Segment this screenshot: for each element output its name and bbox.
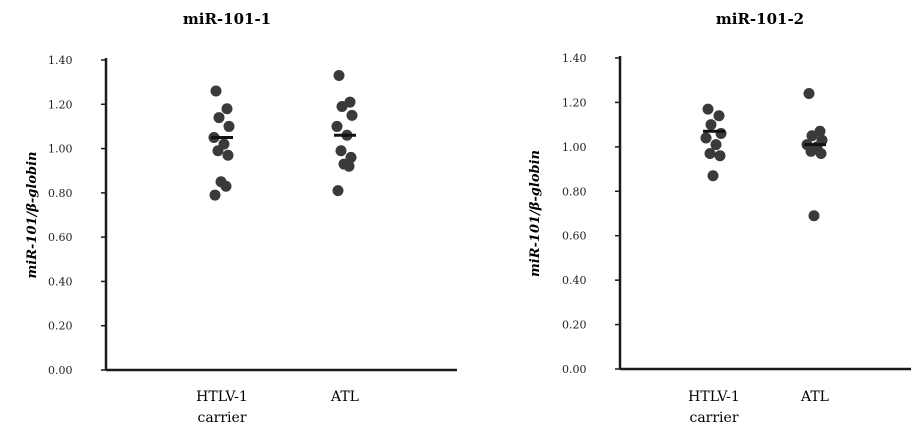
chart1-y-tick-label: 0.20: [562, 319, 587, 332]
chart-panel-mir-101-1: miR-101-1 miR-101/β-globin 0.00 0.20 0.40 0.6…: [25, 10, 457, 426]
chart0-y-tick-label: 1.20: [48, 98, 73, 111]
chart1-category-label: ATL: [800, 389, 829, 405]
chart0-data-point: [210, 85, 222, 97]
chart1-category-label: carrier: [689, 410, 738, 426]
chart0-data-point: [331, 120, 343, 132]
chart1-data-point: [700, 132, 712, 144]
chart0-title: miR-101-1: [183, 10, 271, 28]
chart0-y-tick-label: 0.40: [48, 275, 73, 288]
chart0-y-tick-label: 1.00: [48, 143, 73, 156]
chart1-y-tick-label: 0.40: [562, 274, 587, 287]
chart0-data-point: [346, 109, 358, 121]
chart1-data-point: [713, 110, 725, 122]
chart0-y-tick-label: 0.00: [48, 364, 73, 377]
chart1-data-point: [704, 148, 716, 160]
chart-svg-mir-101-2: miR-101-2 miR-101/β-globin 0.00 0.20 0.40 0.6…: [528, 10, 911, 426]
chart0-data-point: [333, 70, 345, 81]
chart0-data-point: [212, 145, 224, 157]
chart0-y-tick-label: 0.80: [48, 187, 73, 200]
chart1-y-tick-label: 1.20: [562, 96, 587, 109]
chart1-data-point: [814, 125, 826, 137]
chart0-y-tick-label: 0.60: [48, 231, 73, 244]
chart1-y-tick-label: 0.60: [562, 230, 587, 243]
chart1-category-label: HTLV-1: [688, 389, 740, 405]
chart0-data-point: [221, 103, 233, 115]
chart-svg-mir-101-1: miR-101-1 miR-101/β-globin 0.00 0.20 0.40 0.6…: [25, 10, 457, 426]
chart0-data-point: [213, 112, 225, 124]
chart1-data-point: [803, 88, 815, 100]
chart0-data-point: [209, 189, 221, 201]
chart0-category-label: ATL: [330, 389, 359, 405]
chart0-data-point: [336, 101, 348, 112]
chart1-y-axis-label: miR-101/β-globin: [528, 150, 543, 277]
chart0-data-point: [220, 180, 232, 192]
chart1-y-tick-label: 0.00: [562, 363, 587, 376]
chart0-data-point: [344, 96, 356, 108]
chart0-y-tick-label: 0.20: [48, 320, 73, 333]
chart1-data-point: [806, 130, 818, 142]
chart1-y-tick-label: 0.80: [562, 185, 587, 198]
chart1-data-point: [702, 103, 714, 115]
chart0-data-point: [223, 120, 235, 132]
chart1-y-tick-label: 1.40: [562, 52, 587, 65]
chart1-data-point: [715, 128, 727, 140]
chart-panel-mir-101-2: miR-101-2 miR-101/β-globin 0.00 0.20 0.40 0.6…: [457, 0, 914, 437]
chart1-data-point: [805, 145, 817, 157]
chart0-data-point: [222, 149, 234, 161]
chart1-data-point: [808, 210, 820, 222]
chart1-data-point: [815, 148, 827, 160]
chart0-data-point: [335, 145, 347, 157]
chart0-category-label: HTLV-1: [196, 389, 248, 405]
chart1-y-tick-label: 1.00: [562, 141, 587, 154]
chart0-data-point: [343, 160, 355, 172]
chart1-data-point: [710, 139, 722, 151]
chart0-y-tick-label: 1.40: [48, 54, 73, 67]
chart1-data-point: [714, 150, 726, 162]
chart1-data-point: [705, 119, 717, 131]
chart1-title: miR-101-2: [716, 10, 804, 28]
chart0-category-label: carrier: [197, 410, 246, 426]
chart0-data-point: [345, 151, 357, 163]
chart0-y-axis-label: miR-101/β-globin: [25, 152, 40, 279]
chart1-data-point: [707, 170, 719, 182]
chart0-data-point: [332, 185, 344, 197]
